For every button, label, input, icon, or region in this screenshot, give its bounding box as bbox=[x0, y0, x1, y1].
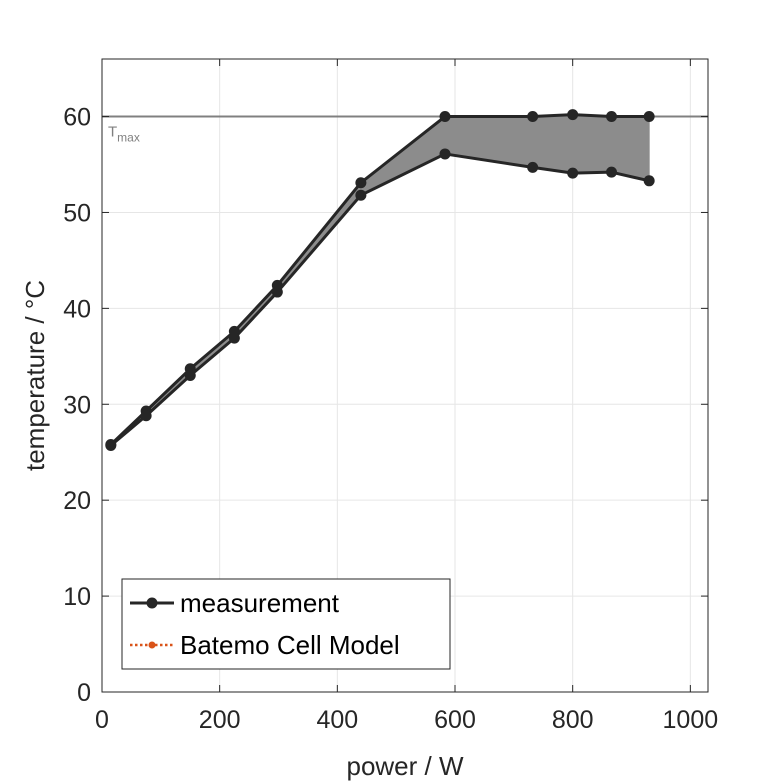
measurement-lower-point bbox=[355, 189, 367, 201]
legend-label-batemo-cell-model: Batemo Cell Model bbox=[180, 630, 400, 660]
x-tick-label: 0 bbox=[95, 706, 109, 734]
y-tick-label: 60 bbox=[63, 104, 91, 132]
tmax-annotation: Tmax bbox=[108, 124, 140, 145]
measurement-lower-point bbox=[439, 148, 451, 160]
legend-marker-measurement bbox=[146, 597, 158, 609]
measurement-upper-point bbox=[606, 111, 618, 123]
measurement-upper-point bbox=[527, 111, 539, 123]
y-tick-label: 0 bbox=[77, 679, 91, 707]
tick-labels: 0 200 400 600 800 1000 0 10 20 30 40 50 60 bbox=[63, 104, 718, 734]
y-tick-label: 50 bbox=[63, 199, 91, 227]
measurement-lower-point bbox=[140, 410, 152, 422]
measurement-lower-point bbox=[184, 370, 196, 381]
y-tick-label: 40 bbox=[63, 295, 91, 323]
measurement-upper-point bbox=[567, 109, 579, 121]
tmax-annotation-subscript: max bbox=[117, 131, 140, 145]
measurement-lower-point bbox=[527, 161, 539, 173]
legend-entry-batemo-cell-model: Batemo Cell Model bbox=[130, 630, 400, 660]
measurement-lower-point bbox=[105, 440, 117, 452]
x-tick-label: 800 bbox=[552, 706, 594, 734]
band-layer bbox=[110, 114, 650, 446]
x-tick-label: 1000 bbox=[663, 706, 719, 734]
legend-marker-batemo-cell-model bbox=[148, 641, 156, 649]
x-tick-label: 200 bbox=[199, 706, 241, 734]
measurement-upper-point bbox=[643, 111, 655, 123]
measurement-range-band bbox=[110, 114, 650, 446]
y-axis-title: temperature / °C bbox=[20, 280, 50, 471]
legend: measurement Batemo Cell Model bbox=[121, 578, 451, 670]
tmax-annotation-main: T bbox=[108, 124, 117, 141]
measurement-lower-point bbox=[228, 332, 240, 344]
legend-label-measurement: measurement bbox=[180, 588, 340, 618]
y-tick-label: 10 bbox=[63, 583, 91, 611]
legend-box bbox=[121, 578, 451, 670]
measurement-lower-point bbox=[567, 167, 579, 179]
x-tick-label: 400 bbox=[316, 706, 358, 734]
legend-entry-measurement: measurement bbox=[130, 588, 340, 618]
y-tick-label: 30 bbox=[63, 391, 91, 419]
measurement-upper-point bbox=[355, 177, 367, 189]
tick-marks bbox=[101, 59, 708, 693]
plot-frame bbox=[101, 58, 709, 693]
measurement-lower-point bbox=[606, 166, 618, 178]
measurement-upper-point bbox=[439, 111, 451, 123]
series-layer bbox=[105, 109, 655, 452]
x-axis-title: power / W bbox=[346, 751, 463, 781]
measurement-lower-point bbox=[271, 286, 283, 298]
measurement-lower-point bbox=[643, 175, 655, 187]
y-tick-label: 20 bbox=[63, 487, 91, 515]
x-tick-label: 600 bbox=[434, 706, 476, 734]
